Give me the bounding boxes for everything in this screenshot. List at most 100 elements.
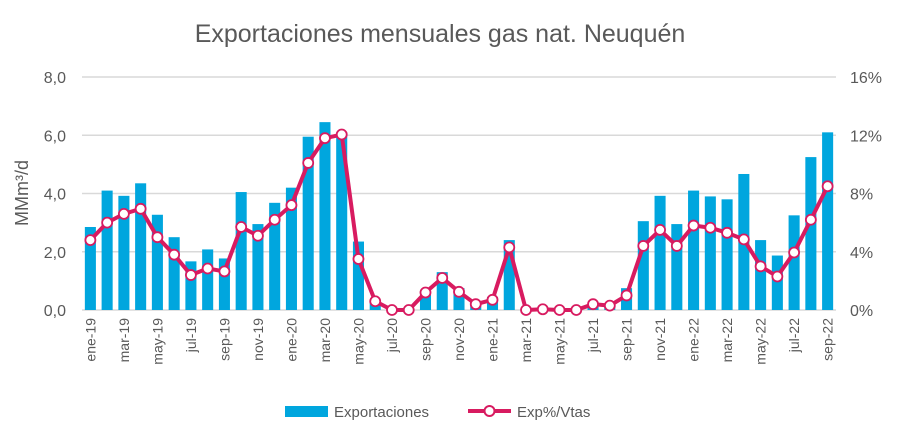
point-exp-vtas [335, 128, 348, 141]
point-exp-vtas [503, 241, 516, 254]
x-tick-label: may-21 [552, 318, 568, 365]
point-exp-vtas [737, 233, 750, 246]
point-exp-vtas [620, 289, 633, 302]
point-exp-vtas [151, 231, 164, 244]
point-exp-vtas [168, 248, 181, 261]
point-exp-vtas [235, 221, 248, 233]
x-tick-label: jul-22 [786, 318, 802, 353]
bar-exportaciones [637, 221, 649, 310]
y-tick-label: 2,0 [44, 245, 66, 262]
bar-exportaciones [654, 195, 666, 310]
bar-exportaciones [822, 132, 834, 310]
point-exp-vtas [117, 207, 130, 220]
x-tick-label: jul-20 [384, 318, 400, 353]
point-exp-vtas [268, 213, 281, 226]
x-tick-label: jul-21 [585, 318, 601, 353]
bar-exportaciones [285, 187, 297, 310]
x-tick-label: may-19 [149, 318, 165, 365]
legend-label-exp-vtas: Exp%/Vtas [517, 404, 590, 421]
y2-tick-label: 12% [850, 128, 882, 145]
point-exp-vtas [704, 221, 717, 234]
point-exp-vtas [788, 246, 801, 259]
bar-exportaciones [704, 196, 716, 310]
y-tick-label: 6,0 [44, 128, 66, 145]
x-tick-label: sep-19 [216, 318, 232, 361]
x-tick-label: may-22 [753, 318, 769, 365]
point-exp-vtas [402, 304, 415, 316]
x-tick-label: may-20 [350, 318, 366, 365]
bar-exportaciones [755, 240, 767, 310]
bar-exportaciones [269, 202, 281, 310]
x-tick-label: sep-20 [417, 318, 433, 361]
point-exp-vtas [771, 270, 784, 283]
x-tick-label: ene-22 [686, 318, 702, 362]
point-exp-vtas [201, 262, 214, 275]
point-exp-vtas [804, 213, 817, 226]
legend-label-exportaciones: Exportaciones [334, 404, 429, 421]
bar-exportaciones [805, 157, 817, 310]
x-tick-label: mar-20 [317, 318, 333, 363]
x-tick-label: ene-19 [82, 318, 98, 362]
point-exp-vtas [469, 298, 482, 311]
point-exp-vtas [101, 216, 114, 229]
point-exp-vtas [486, 293, 499, 306]
bar-exportaciones [302, 136, 314, 310]
y2-tick-label: 8% [850, 187, 873, 204]
bar-exportaciones [336, 132, 348, 310]
point-exp-vtas [302, 157, 315, 169]
point-exp-vtas [520, 304, 532, 316]
bar-exportaciones [151, 214, 163, 310]
bar-exportaciones [185, 261, 197, 310]
bar-exportaciones [202, 249, 214, 310]
y-tick-label: 4,0 [44, 187, 66, 204]
y-tick-label: 0,0 [44, 303, 66, 320]
point-exp-vtas [419, 286, 432, 299]
bar-exportaciones [721, 199, 733, 310]
bar-exportaciones [671, 224, 683, 310]
point-exp-vtas [369, 295, 382, 308]
bar-exportaciones [771, 255, 783, 310]
legend-swatch-exportaciones [285, 406, 328, 417]
legend-marker [483, 405, 496, 417]
y2-tick-label: 16% [850, 70, 882, 87]
bar-exportaciones [453, 288, 465, 310]
point-exp-vtas [536, 303, 549, 316]
x-tick-label: mar-21 [518, 318, 534, 363]
bar-exportaciones [252, 224, 264, 310]
bar-exportaciones [436, 272, 448, 310]
point-exp-vtas [436, 272, 449, 284]
x-tick-label: sep-22 [820, 318, 836, 361]
point-exp-vtas [754, 260, 767, 273]
point-exp-vtas [252, 229, 264, 242]
y2-tick-label: 0% [850, 303, 873, 320]
y2-tick-label: 4% [850, 245, 873, 262]
point-exp-vtas [570, 304, 583, 316]
point-exp-vtas [185, 269, 197, 281]
y-axis-label: MMm³/d [12, 160, 32, 226]
x-tick-label: sep-21 [619, 318, 635, 361]
bar-exportaciones [235, 192, 247, 310]
bar-exportaciones [419, 291, 432, 310]
chart-title: Exportaciones mensuales gas nat. Neuquén [195, 20, 686, 48]
point-exp-vtas [654, 224, 666, 236]
bar-exportaciones [352, 241, 364, 310]
point-exp-vtas [134, 202, 147, 215]
point-exp-vtas [637, 240, 650, 252]
point-exp-vtas [721, 226, 733, 239]
point-exp-vtas [285, 199, 298, 212]
bar-exportaciones [135, 183, 147, 310]
point-exp-vtas [670, 240, 683, 252]
x-tick-label: jul-19 [183, 318, 199, 353]
x-tick-label: ene-20 [283, 318, 299, 362]
y-tick-label: 8,0 [44, 70, 66, 87]
bar-exportaciones [118, 195, 130, 310]
x-tick-label: nov-21 [652, 318, 668, 361]
bar-exportaciones [503, 240, 515, 310]
point-exp-vtas [603, 299, 616, 312]
point-exp-vtas [587, 298, 599, 311]
bar-exportaciones [688, 190, 700, 310]
x-tick-label: nov-20 [451, 318, 467, 361]
point-exp-vtas [553, 304, 566, 316]
